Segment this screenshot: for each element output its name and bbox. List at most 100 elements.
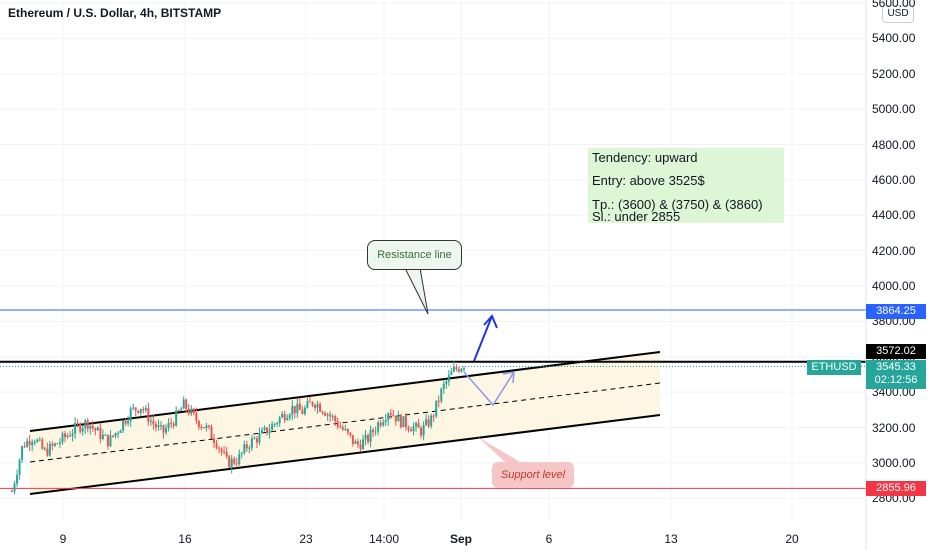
candle-body	[417, 423, 420, 428]
candle-body	[149, 420, 152, 422]
candle-body	[66, 435, 69, 438]
candle-body	[109, 435, 112, 447]
trade-note[interactable]: Tendency: upward Entry: above 3525$ Tp.:…	[588, 148, 784, 224]
candle-body	[420, 427, 423, 436]
candle-body	[213, 438, 216, 444]
candle-body	[351, 435, 354, 444]
x-tick-label: 6	[545, 532, 553, 546]
candle-body	[89, 425, 92, 429]
candle-body	[341, 427, 344, 430]
candle-body	[142, 408, 145, 411]
currency-button[interactable]: USD	[882, 5, 914, 23]
candle-body	[329, 414, 332, 417]
candlesticks	[11, 360, 465, 495]
x-tick-label: 13	[664, 532, 678, 546]
candle-body	[379, 422, 382, 426]
candle-body	[364, 434, 367, 440]
candle-body	[233, 458, 236, 464]
candle-body	[202, 427, 205, 429]
candle-body	[422, 424, 425, 436]
candle-body	[101, 434, 104, 439]
candle-body	[162, 425, 165, 433]
candle-body	[324, 413, 327, 416]
candle-body	[445, 381, 448, 384]
candle-body	[200, 427, 203, 429]
candle-body	[139, 408, 142, 413]
candle-body	[260, 429, 263, 434]
candle-body	[457, 369, 460, 372]
candle-body	[36, 439, 39, 443]
channel-lower-line	[29, 414, 661, 495]
price-channel	[29, 351, 661, 495]
candle-body	[99, 427, 102, 439]
retest-arrow	[463, 371, 515, 407]
candle-body	[460, 368, 463, 372]
resistance-price-tag: 3864.25	[866, 304, 926, 319]
candle-body	[253, 438, 256, 440]
candle-body	[321, 411, 324, 414]
candle-body	[387, 413, 390, 420]
candle-body	[266, 427, 269, 434]
candle-body	[415, 423, 418, 427]
note-stop: Sl.: under 2855	[592, 209, 681, 224]
candle-body	[205, 425, 208, 429]
candle-body	[334, 416, 337, 422]
candle-body	[240, 452, 243, 454]
candle-body	[195, 413, 198, 421]
candle-body	[104, 434, 107, 436]
candle-body	[134, 407, 137, 411]
candle-body	[316, 404, 319, 408]
candle-body	[346, 429, 349, 433]
breakout-arrow	[473, 315, 493, 362]
note-tendency: Tendency: upward	[592, 150, 698, 165]
candle-body	[180, 408, 183, 411]
candle-body	[207, 425, 210, 427]
candle-body	[119, 430, 122, 433]
channel-midline	[29, 382, 661, 463]
symbol-tag: ETHUSD	[807, 360, 861, 375]
candle-body	[182, 399, 185, 409]
candle-body	[430, 415, 433, 427]
candle-body	[319, 404, 322, 412]
resistance-callout[interactable]: Resistance line	[367, 240, 462, 270]
y-tick-label: 3200.00	[872, 420, 916, 435]
candle-body	[412, 426, 415, 432]
channel-upper-line	[29, 351, 661, 432]
candle-body	[185, 399, 188, 409]
candle-body	[450, 371, 453, 376]
candle-body	[144, 408, 147, 411]
candle-body	[349, 432, 352, 436]
candle-body	[455, 366, 458, 370]
candle-body	[288, 414, 291, 418]
candle-body	[356, 441, 359, 445]
candle-body	[74, 422, 77, 434]
candle-body	[235, 463, 238, 465]
x-tick-label: 20	[785, 532, 799, 546]
candle-body	[344, 429, 347, 431]
candle-body	[409, 429, 412, 432]
candle-body	[96, 427, 99, 431]
candle-body	[58, 442, 61, 444]
candle-body	[367, 434, 370, 442]
candle-body	[301, 409, 304, 414]
x-tick-label: 23	[299, 532, 313, 546]
y-tick-label: 4800.00	[872, 137, 916, 152]
candle-body	[311, 402, 314, 405]
candle-body	[452, 366, 455, 372]
candle-body	[84, 420, 87, 429]
candle-body	[283, 413, 286, 421]
candle-body	[463, 367, 465, 369]
resistance-pointer	[404, 267, 429, 315]
candle-body	[248, 447, 251, 449]
y-tick-label: 5600.00	[872, 0, 916, 10]
candle-body	[41, 439, 44, 449]
candle-body	[122, 420, 125, 431]
retest-arrowhead	[502, 371, 515, 384]
support-callout[interactable]: Support level	[492, 462, 574, 488]
candle-body	[225, 451, 228, 457]
candle-body	[56, 443, 59, 445]
y-tick-label: 5400.00	[872, 31, 916, 46]
candle-body	[220, 448, 223, 452]
candle-body	[255, 438, 258, 443]
